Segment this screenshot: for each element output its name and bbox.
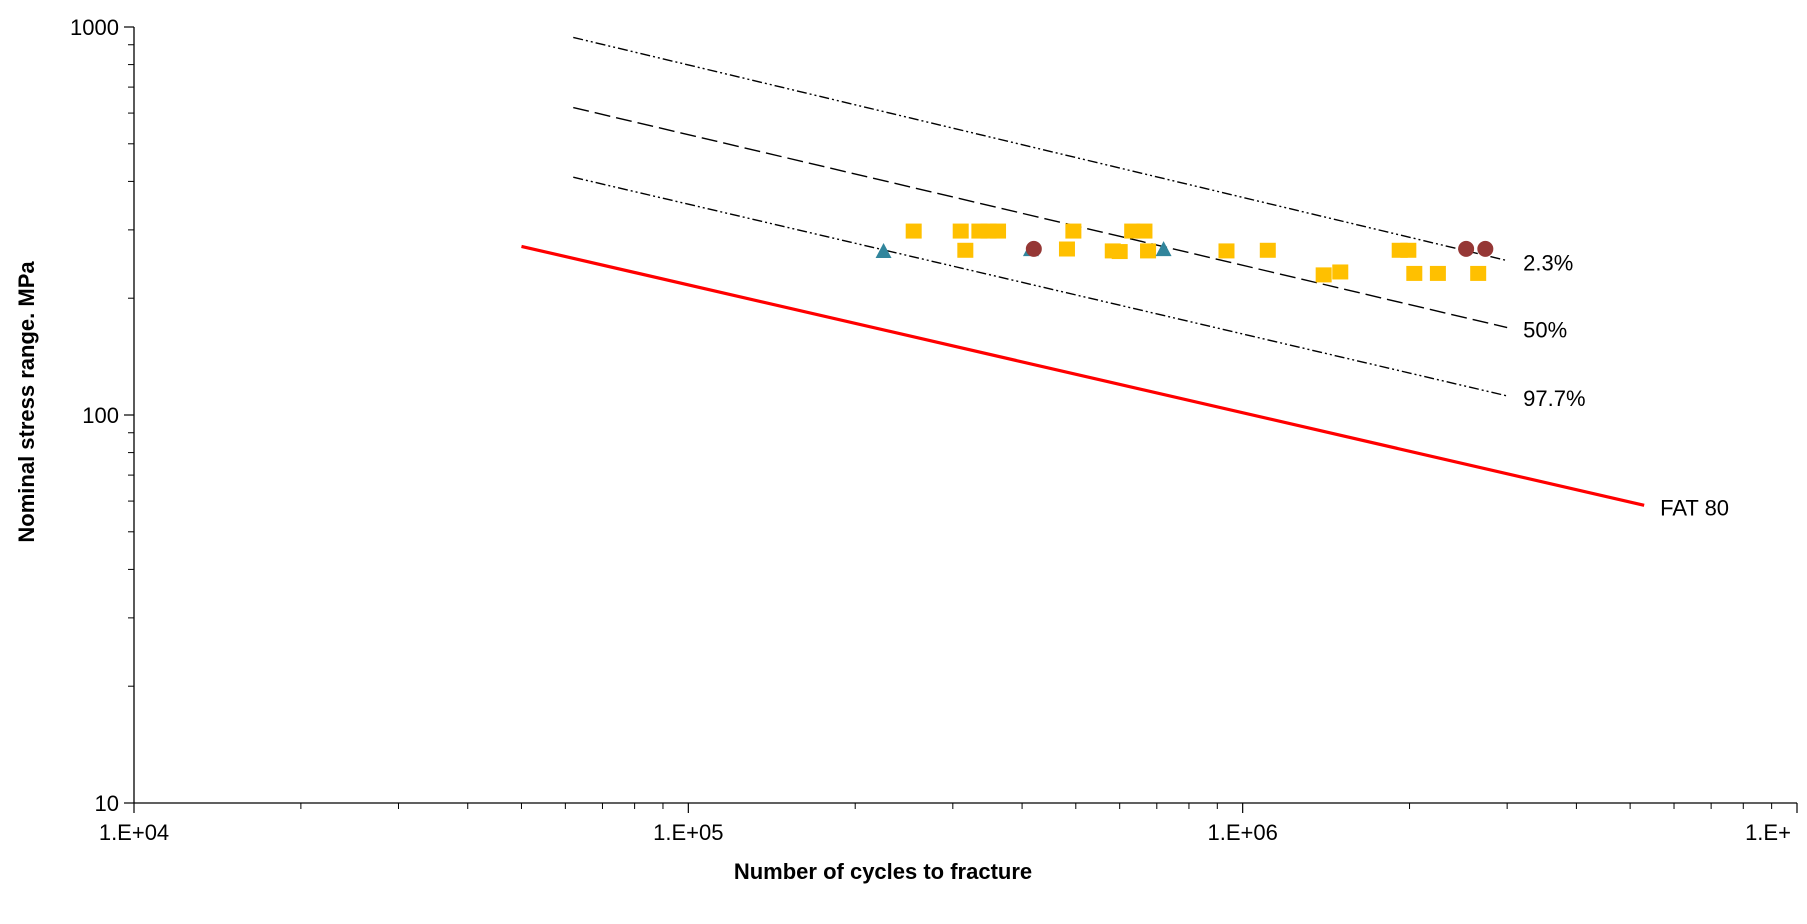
data-point-triangle [875, 243, 892, 259]
curve-label: FAT 80 [1660, 495, 1729, 520]
axes [124, 26, 1798, 813]
data-point-square [1259, 242, 1276, 258]
curve-50- [573, 106, 1508, 329]
data-point-square [1111, 244, 1128, 260]
data-point-triangle [1155, 241, 1172, 257]
data-point-square [1140, 243, 1157, 259]
y-tick-label: 100 [82, 403, 119, 428]
data-point-square [957, 242, 974, 258]
data-point-square [1315, 267, 1332, 283]
data-point-square [905, 223, 922, 239]
curve-fat-80 [521, 244, 1645, 507]
x-tick-label: 1.E+05 [653, 820, 723, 845]
curve-lines [521, 36, 1645, 507]
data-point-square [990, 223, 1007, 239]
x-axis-title: Number of cycles to fracture [734, 859, 1032, 884]
curve-label: 97.7% [1523, 386, 1585, 411]
y-axis-title: Nominal stress range. MPa [14, 261, 39, 543]
data-point-square [1406, 265, 1423, 281]
data-point-square [1332, 264, 1349, 280]
data-point-square [1400, 242, 1417, 258]
x-tick-label: 1.E+06 [1207, 820, 1277, 845]
curve-2-3- [573, 36, 1508, 262]
data-points [875, 223, 1494, 283]
data-point-square [952, 223, 969, 239]
x-tick-label: 1.E+04 [99, 820, 169, 845]
curve-97-7- [573, 176, 1508, 397]
labels: 10 100 1000 1.E+04 1.E+05 1.E+06 1.E+ 2.3% 50% 97… [70, 15, 1791, 845]
data-point-circle [1458, 240, 1475, 257]
data-point-square [1429, 265, 1446, 281]
x-tick-label: 1.E+ [1745, 820, 1791, 845]
curve-label: 50% [1523, 318, 1567, 343]
y-tick-label: 10 [95, 791, 119, 816]
data-point-square [1058, 241, 1075, 257]
data-point-circle [1025, 240, 1042, 257]
data-point-square [1065, 223, 1082, 239]
data-point-square [1136, 223, 1153, 239]
data-point-square [1124, 223, 1141, 239]
data-point-square [1218, 243, 1235, 259]
data-point-circle [1477, 240, 1494, 257]
data-point-square [1470, 265, 1487, 281]
curve-label: 2.3% [1523, 251, 1573, 276]
y-tick-label: 1000 [70, 15, 119, 40]
